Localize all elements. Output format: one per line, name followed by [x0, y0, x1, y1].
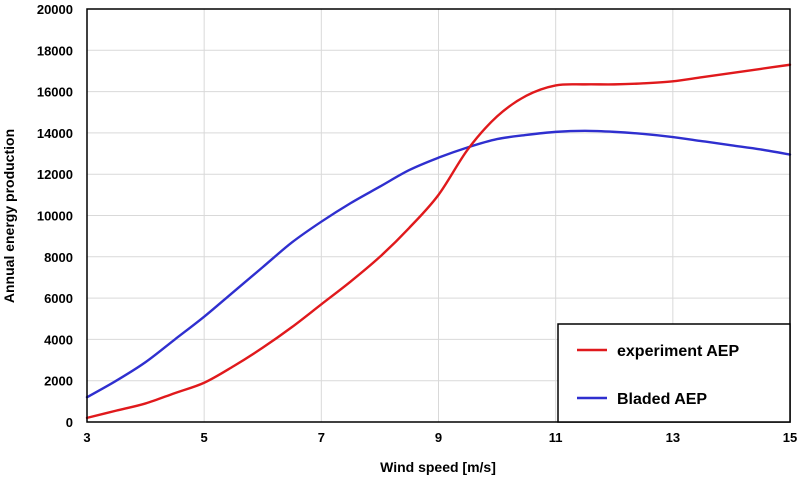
- x-tick-label: 15: [783, 430, 797, 445]
- y-tick-label: 12000: [37, 167, 73, 182]
- y-axis-ticks: 0 2000 4000 6000 8000 10000 12000 14000 16000 180…: [37, 2, 73, 430]
- y-tick-label: 18000: [37, 43, 73, 58]
- y-tick-label: 0: [66, 415, 73, 430]
- y-tick-label: 2000: [44, 374, 73, 389]
- plot-area-frame: [86, 8, 791, 423]
- x-tick-label: 9: [435, 430, 442, 445]
- y-tick-label: 14000: [37, 126, 73, 141]
- series-lines: [85, 63, 792, 420]
- y-tick-label: 20000: [37, 2, 73, 17]
- y-tick-label: 16000: [37, 85, 73, 100]
- y-tick-label: 10000: [37, 209, 73, 224]
- x-tick-label: 13: [666, 430, 680, 445]
- series-line-bladed-aep: [85, 129, 792, 399]
- y-tick-label: 4000: [44, 332, 73, 347]
- legend-box: [557, 323, 791, 423]
- x-axis-ticks: 3 5 7 9 11 13 15: [83, 430, 797, 445]
- x-tick-label: 5: [201, 430, 208, 445]
- y-axis-title: Annual energy production: [1, 129, 17, 303]
- series-line-experiment-aep: [85, 63, 792, 420]
- legend-label-experiment-aep: experiment AEP: [617, 343, 739, 360]
- y-tick-label: 8000: [44, 250, 73, 265]
- y-tick-label: 6000: [44, 291, 73, 306]
- x-tick-label: 7: [318, 430, 325, 445]
- x-axis-title: Wind speed [m/s]: [380, 459, 496, 475]
- legend: experiment AEP Bladed AEP: [557, 323, 791, 423]
- legend-label-bladed-aep: Bladed AEP: [617, 391, 707, 408]
- x-tick-label: 3: [83, 430, 90, 445]
- x-tick-label: 11: [549, 430, 563, 445]
